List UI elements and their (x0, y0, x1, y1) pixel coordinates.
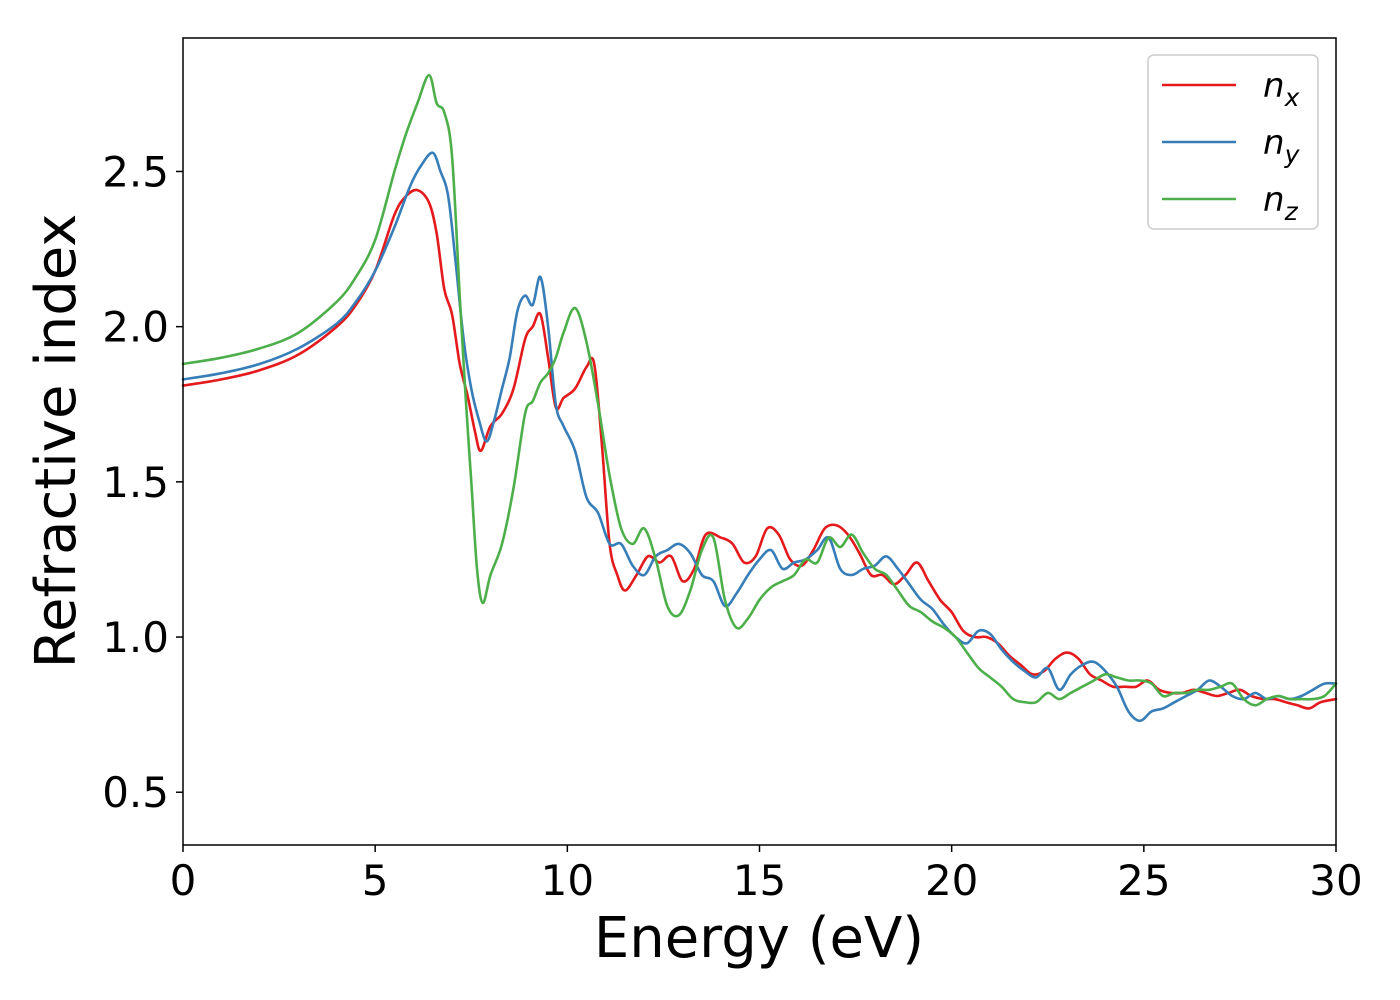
x-tick-label: 0 (170, 856, 197, 905)
legend-label-subscript: x (1284, 83, 1300, 112)
x-tick-label: 5 (362, 856, 389, 905)
y-tick-label: 0.5 (102, 768, 169, 817)
y-tick-label: 2.0 (102, 303, 169, 352)
legend-label-nx: nx (1263, 66, 1300, 112)
x-tick-label: 15 (733, 856, 786, 905)
series-line-nz (181, 73, 1338, 707)
ticks-layer: 0 5 10 15 20 25 30 0.5 1.0 1.5 2.0 2.5 (102, 147, 1363, 905)
legend-label-ny: ny (1263, 123, 1301, 169)
x-tick-label: 30 (1309, 856, 1362, 905)
x-axis-label: Energy (eV) (594, 906, 924, 971)
legend-label-base: n (1263, 123, 1285, 163)
x-tick-label: 10 (541, 856, 594, 905)
legend-label-base: n (1263, 180, 1285, 220)
y-tick-label: 2.5 (102, 147, 169, 196)
y-tick-label: 1.0 (102, 613, 169, 662)
legend-label-nz: nz (1263, 180, 1299, 226)
x-tick-label: 20 (925, 856, 978, 905)
y-axis-label: Refractive index (24, 214, 89, 669)
legend-label-base: n (1263, 66, 1285, 106)
series-line-nx (181, 188, 1338, 710)
series-line-ny (181, 151, 1338, 723)
y-tick-label: 1.5 (102, 458, 169, 507)
series-layer (181, 73, 1338, 723)
legend-label-subscript: z (1284, 197, 1299, 226)
legend-label-subscript: y (1284, 140, 1301, 169)
x-tick-label: 25 (1117, 856, 1170, 905)
